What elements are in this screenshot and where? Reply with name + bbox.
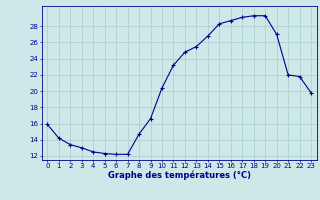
X-axis label: Graphe des températures (°C): Graphe des températures (°C) xyxy=(108,171,251,180)
